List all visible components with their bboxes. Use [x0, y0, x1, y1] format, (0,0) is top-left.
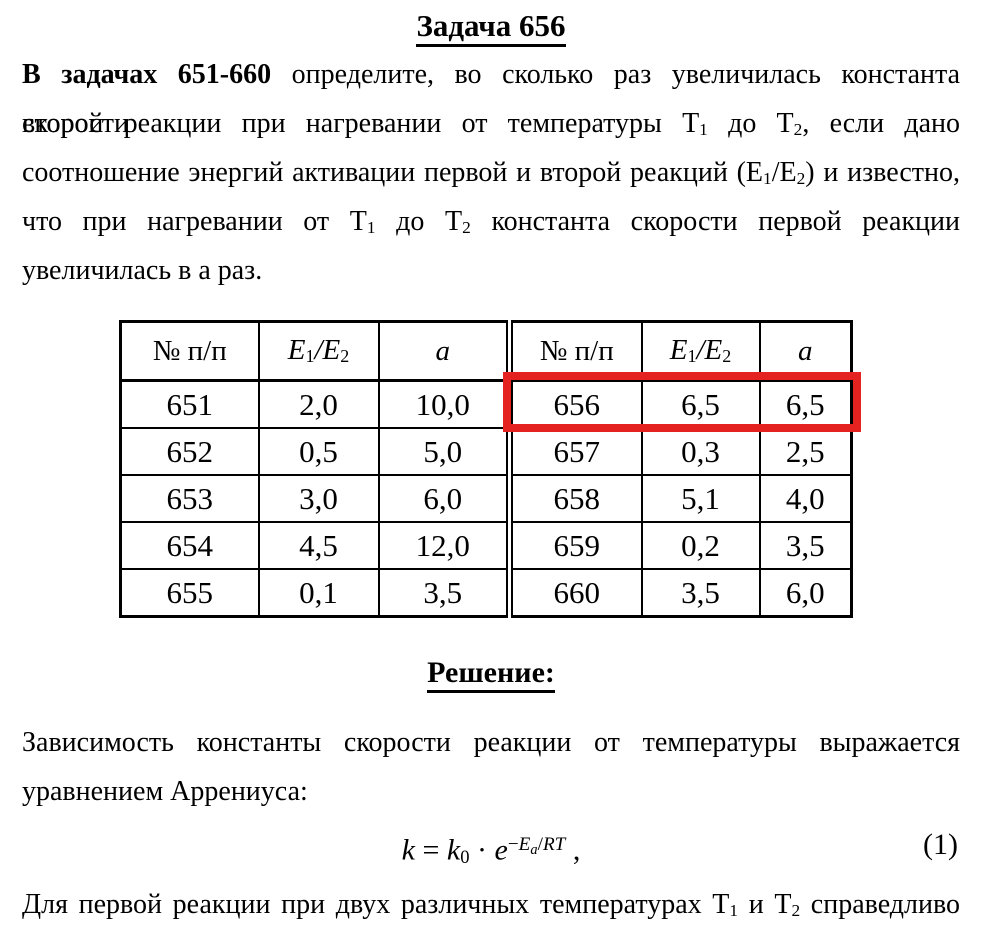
table-row: 652 0,5 5,0 657 0,3 2,5: [119, 427, 853, 476]
table-cell: 658: [506, 474, 643, 523]
table-cell: 6,0: [377, 474, 511, 523]
problem-title-text: Задача 656: [416, 8, 566, 47]
document-page: Задача 656 В задачах 651-660 определите,…: [0, 8, 982, 921]
table-header-cell: № п/п: [119, 320, 260, 382]
table-row: 655 0,1 3,5 660 3,5 6,0: [119, 568, 853, 618]
equation-row: k = k0 · e−Ea/RT , (1): [0, 820, 982, 869]
table-cell: 5,1: [640, 474, 761, 523]
table-cell: 4,0: [758, 474, 853, 523]
continuation-text: Для первой реакции при двух различных те…: [22, 880, 960, 929]
table-body: 651 2,0 10,0 656 6,5 6,5 652 0,5 5,0 657 0,3 2,5 653…: [119, 379, 853, 618]
problem-title: Задача 656: [0, 8, 982, 47]
solution-heading: Решение:: [0, 656, 982, 693]
table-cell: 653: [119, 474, 260, 523]
table-cell: 3,5: [640, 568, 761, 618]
text-line: уравнением Аррениуса:: [22, 776, 308, 807]
table-cell: 4,5: [257, 521, 380, 570]
table-cell: 3,5: [758, 521, 853, 570]
text-line: соотношение энергий активации первой и в…: [22, 157, 960, 189]
table-cell: 0,5: [257, 427, 380, 476]
table-cell: 6,5: [640, 379, 761, 429]
table-cell: 656: [506, 379, 643, 429]
table-cell: 6,0: [758, 568, 853, 618]
problem-statement: В задачах 651-660 определите, во сколько…: [22, 50, 960, 295]
table-row: 651 2,0 10,0 656 6,5 6,5: [119, 379, 853, 429]
table-cell: 3,5: [377, 568, 511, 618]
table-cell: 2,0: [257, 379, 380, 429]
table-cell: 12,0: [377, 521, 511, 570]
table-cell: 660: [506, 568, 643, 618]
table-cell: 652: [119, 427, 260, 476]
table-cell: 651: [119, 379, 260, 429]
table-cell: 654: [119, 521, 260, 570]
table-cell: 10,0: [377, 379, 511, 429]
table-header-cell: a: [377, 320, 511, 382]
table-cell: 0,2: [640, 521, 761, 570]
text-line: что при нагревании от Т1 до Т2 константа…: [22, 206, 960, 238]
text-line: второй реакции при нагревании от темпера…: [22, 108, 960, 140]
table-cell: 655: [119, 568, 260, 618]
table-row: 653 3,0 6,0 658 5,1 4,0: [119, 474, 853, 523]
table-cell: 6,5: [758, 379, 853, 429]
table-row: 654 4,5 12,0 659 0,2 3,5: [119, 521, 853, 570]
table-cell: 657: [506, 427, 643, 476]
variants-table: № п/п E1/E2 a № п/п E1/E2 a 651 2,0 10,0 65…: [119, 320, 853, 618]
table-cell: 0,3: [640, 427, 761, 476]
text-line: Зависимость константы скорости реакции о…: [22, 727, 960, 758]
highlight-box: [503, 372, 861, 432]
text-line: В задачах 651-660 определите, во сколько…: [22, 59, 960, 139]
equation-number: (1): [923, 828, 958, 861]
text-line: Для первой реакции при двух различных те…: [22, 889, 960, 921]
table-cell: 5,0: [377, 427, 511, 476]
equation-formula: k = k0 · e−Ea/RT ,: [401, 833, 581, 868]
table-cell: 3,0: [257, 474, 380, 523]
solution-text: Зависимость константы скорости реакции о…: [22, 718, 960, 816]
table-cell: 2,5: [758, 427, 853, 476]
text-line: увеличилась в а раз.: [22, 255, 263, 286]
solution-heading-text: Решение:: [427, 656, 555, 693]
table-cell: 659: [506, 521, 643, 570]
table-cell: 0,1: [257, 568, 380, 618]
table-header-cell: E1/E2: [257, 320, 380, 382]
